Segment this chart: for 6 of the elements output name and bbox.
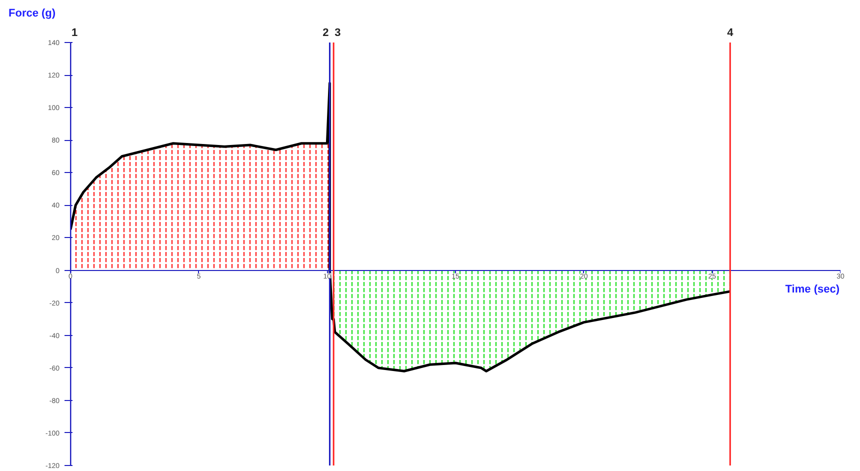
- annotation: 2: [322, 26, 329, 39]
- annotation: 4: [727, 26, 734, 39]
- annotation: 1: [72, 26, 78, 39]
- y-axis-title: Force (g): [8, 8, 56, 20]
- annotation: 3: [334, 26, 341, 39]
- x-axis-title: Time (sec): [785, 283, 840, 296]
